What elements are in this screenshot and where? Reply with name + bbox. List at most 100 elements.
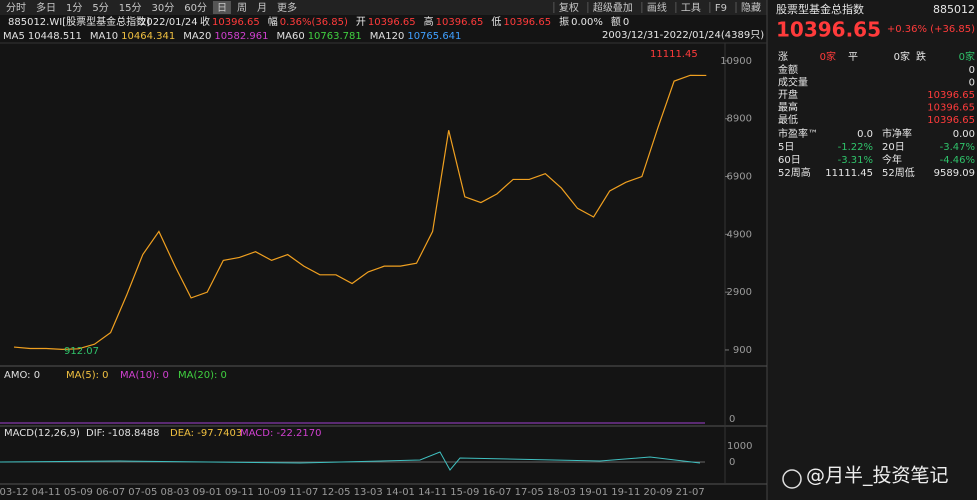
tab-label[interactable]: 多日 xyxy=(36,1,56,14)
tool-button[interactable]: 复权 xyxy=(559,1,579,14)
y-tick-label: 10900 xyxy=(720,56,752,67)
pair-label: 今年 xyxy=(882,153,902,166)
pair-label: 市净率 xyxy=(882,127,912,140)
x-tick-label: 04-11 xyxy=(32,487,61,498)
tab-label[interactable]: 60分 xyxy=(184,2,207,14)
macd-legend: MACD: -22.2170 xyxy=(240,428,321,439)
header-value: 10396.65 xyxy=(212,17,260,28)
x-tick-label: 09-11 xyxy=(225,487,254,498)
tab-label[interactable]: 周 xyxy=(237,2,247,14)
x-tick-label: 03-12 xyxy=(0,487,29,498)
pair-value: -3.31% xyxy=(838,155,873,166)
side-panel xyxy=(767,0,977,500)
x-tick-label: 13-03 xyxy=(354,487,383,498)
price-line xyxy=(13,74,707,350)
row-label: 最高 xyxy=(778,101,798,114)
x-tick-label: 11-07 xyxy=(289,487,318,498)
ma-name: MA5 xyxy=(3,31,25,42)
breadth: 0家 xyxy=(820,50,836,63)
header-value: 0 xyxy=(623,17,629,28)
tab-label[interactable]: 30分 xyxy=(151,2,174,14)
pair-label: 60日 xyxy=(778,155,801,166)
tool-button[interactable]: 画线 xyxy=(647,1,667,14)
ma-name: MA120 xyxy=(370,31,405,42)
macd-legend: DIF: -108.8488 xyxy=(86,428,160,439)
x-tick-label: 14-11 xyxy=(418,487,447,498)
pair-label: 市盈率™ xyxy=(778,127,818,140)
breadth: 平 xyxy=(848,52,858,63)
tab[interactable] xyxy=(212,1,231,14)
tab-label[interactable]: 15分 xyxy=(119,2,142,14)
breadth: 0家 xyxy=(894,50,910,63)
pair-label: 20日 xyxy=(882,142,905,153)
tab-label[interactable]: 月 xyxy=(257,2,267,14)
macd-legend: DEA: -97.7403 xyxy=(170,428,242,439)
low-label: 912.07 xyxy=(64,346,99,357)
amo-legend: MA(20): 0 xyxy=(178,370,227,381)
breadth: 跌 xyxy=(916,50,926,63)
row-value: 0 xyxy=(969,65,975,76)
header-value: 10396.65 xyxy=(503,17,551,28)
row-value: 0 xyxy=(969,78,975,89)
header-label: 振 xyxy=(559,15,569,28)
y-tick-label: 2900 xyxy=(727,287,752,298)
x-tick-label: 15-09 xyxy=(450,487,479,498)
x-tick-label: 19-11 xyxy=(611,487,640,498)
tab-label[interactable]: 5分 xyxy=(92,2,108,14)
header-value: 0.00% xyxy=(571,17,603,28)
tab-label[interactable]: 分时 xyxy=(6,2,26,14)
breadth: 涨 xyxy=(778,51,788,63)
x-tick-label: 21-07 xyxy=(676,487,705,498)
ma-name: MA20 xyxy=(183,31,211,42)
header-value: 0.36%(36.85) xyxy=(280,17,348,28)
tab-label[interactable]: 日 xyxy=(217,3,227,14)
row-label: 开盘 xyxy=(778,88,798,101)
tool-button[interactable]: 超级叠加 xyxy=(593,1,633,14)
ma-value: 10448.511 xyxy=(28,31,82,42)
amo-legend: AMO: 0 xyxy=(4,370,40,381)
tool-button[interactable]: F9 xyxy=(715,3,727,14)
x-tick-label: 18-03 xyxy=(547,487,576,498)
header-label: 开 xyxy=(356,17,366,28)
ma-value: 10464.341 xyxy=(121,31,175,42)
ma-name: MA60 xyxy=(276,31,304,42)
side-title: 股票型基金总指数 xyxy=(776,2,864,16)
amo-legend: MA(10): 0 xyxy=(120,370,169,381)
ma-value: 10763.781 xyxy=(308,31,362,42)
header-label: 高 xyxy=(424,15,434,28)
pair-label: 52周低 xyxy=(882,166,915,179)
header-date: 2022/01/24 xyxy=(140,17,198,28)
row-label: 金额 xyxy=(778,63,798,76)
x-tick-label: 06-07 xyxy=(96,487,125,498)
side-change: +0.36% (+36.85) xyxy=(887,24,975,35)
side-price: 10396.65 xyxy=(776,18,881,42)
watermark-icon xyxy=(782,469,802,489)
breadth: 0家 xyxy=(959,50,975,63)
header-label: 幅 xyxy=(268,15,278,28)
header-value: 10396.65 xyxy=(368,17,416,28)
side-code: 885012 xyxy=(933,3,975,16)
tab-label[interactable]: 1分 xyxy=(66,2,82,14)
tab-label[interactable]: 更多 xyxy=(277,1,297,14)
x-tick-label: 14-01 xyxy=(386,487,415,498)
tool-button[interactable]: 工具 xyxy=(681,2,701,14)
row-value: 10396.65 xyxy=(927,90,975,101)
row-value: 10396.65 xyxy=(927,103,975,114)
tool-button[interactable]: 隐藏 xyxy=(741,2,761,14)
row-value: 10396.65 xyxy=(927,115,975,126)
toolbar xyxy=(0,0,767,15)
pair-label: 5日 xyxy=(778,142,794,153)
x-tick-label: 10-09 xyxy=(257,487,286,498)
header-label: 额 xyxy=(611,15,621,28)
header-value: 10396.65 xyxy=(436,17,484,28)
ma-value: 10582.961 xyxy=(214,31,268,42)
row-label: 成交量 xyxy=(778,76,808,89)
pair-value: -3.47% xyxy=(940,142,975,153)
macd-legend: MACD(12,26,9) xyxy=(4,428,80,439)
x-tick-label: 16-07 xyxy=(482,487,511,498)
macd-tick: 0 xyxy=(729,457,735,468)
header-label: 低 xyxy=(491,15,501,28)
high-label: 11111.45 xyxy=(650,49,698,60)
macd-line xyxy=(0,451,701,471)
